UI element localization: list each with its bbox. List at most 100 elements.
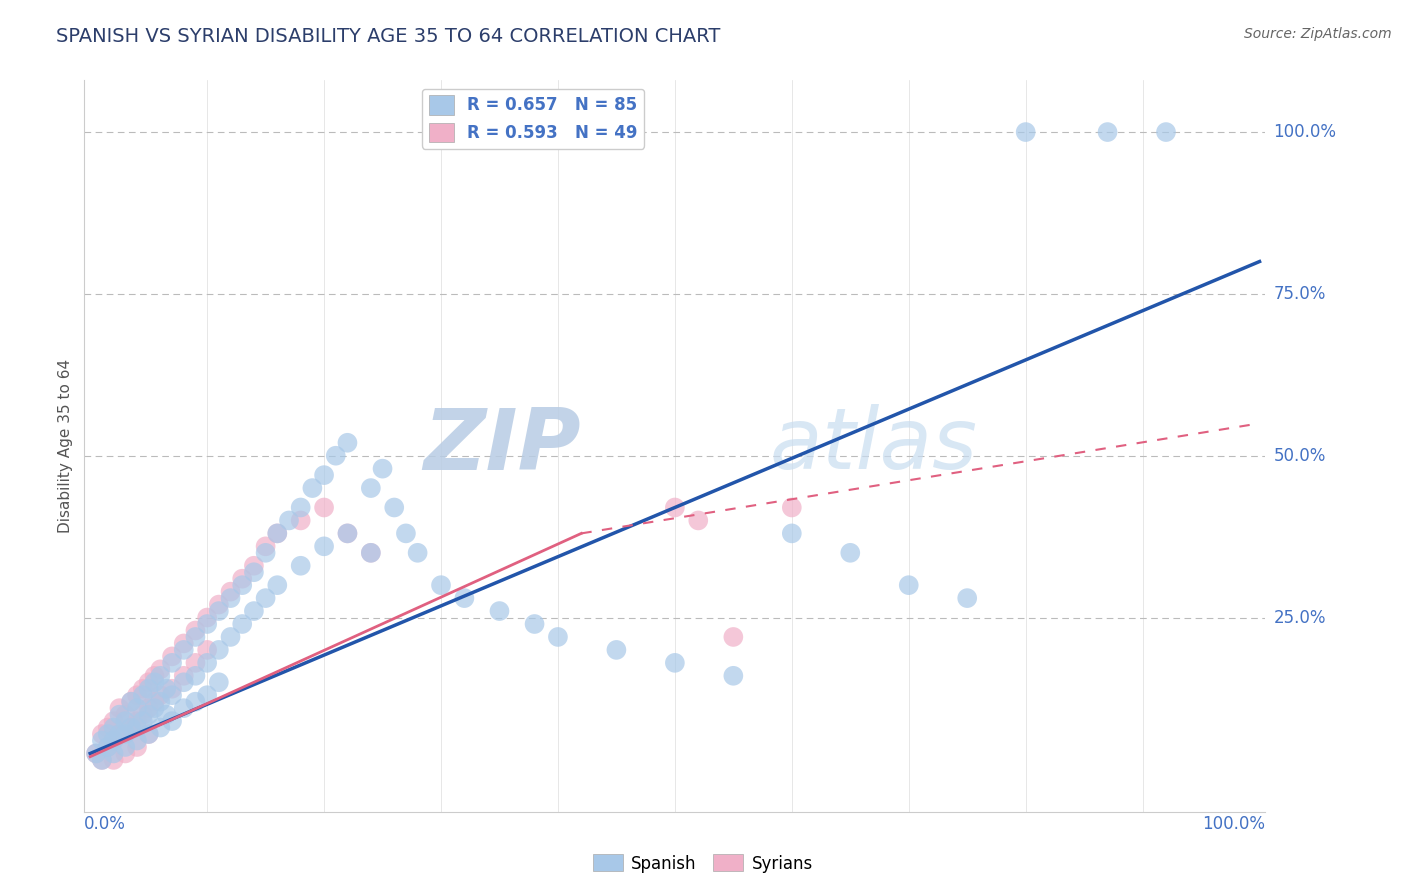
Point [114, 727, 136, 741]
Point [312, 539, 335, 553]
Point [97, 727, 120, 741]
Y-axis label: Disability Age 35 to 64: Disability Age 35 to 64 [58, 359, 73, 533]
Point [160, 688, 183, 702]
Point [90, 753, 112, 767]
Point [453, 591, 475, 606]
Point [382, 500, 405, 515]
Point [605, 643, 627, 657]
Point [371, 461, 394, 475]
Text: ZIP: ZIP [423, 404, 581, 488]
Point [132, 681, 155, 696]
Point [97, 721, 120, 735]
Point [290, 558, 312, 573]
Point [160, 714, 183, 728]
Point [325, 449, 347, 463]
Point [84, 747, 107, 761]
Point [103, 721, 125, 735]
Point [266, 578, 288, 592]
Point [138, 675, 160, 690]
Point [149, 662, 172, 676]
Point [312, 468, 335, 483]
Point [143, 675, 166, 690]
Point [231, 617, 253, 632]
Point [114, 707, 136, 722]
Point [231, 578, 253, 592]
Point [278, 513, 301, 527]
Point [312, 500, 335, 515]
Point [125, 714, 148, 728]
Point [149, 669, 172, 683]
Point [290, 500, 312, 515]
Point [120, 721, 142, 735]
Legend: Spanish, Syrians: Spanish, Syrians [586, 847, 820, 880]
Point [120, 695, 142, 709]
Point [125, 721, 148, 735]
Point [97, 739, 120, 754]
Point [173, 701, 195, 715]
Point [523, 617, 546, 632]
Point [839, 546, 862, 560]
Point [956, 591, 979, 606]
Point [547, 630, 569, 644]
Point [243, 558, 266, 573]
Point [103, 733, 125, 747]
Point [114, 727, 136, 741]
Point [231, 572, 253, 586]
Point [208, 598, 231, 612]
Point [219, 630, 242, 644]
Point [360, 481, 382, 495]
Point [103, 733, 125, 747]
Point [664, 500, 686, 515]
Text: SPANISH VS SYRIAN DISABILITY AGE 35 TO 64 CORRELATION CHART: SPANISH VS SYRIAN DISABILITY AGE 35 TO 6… [56, 27, 721, 45]
Point [290, 513, 312, 527]
Point [195, 643, 218, 657]
Point [149, 695, 172, 709]
Point [138, 727, 160, 741]
Point [664, 656, 686, 670]
Point [143, 695, 166, 709]
Point [108, 727, 131, 741]
Point [208, 604, 231, 618]
Point [208, 675, 231, 690]
Point [184, 695, 207, 709]
Point [360, 546, 382, 560]
Text: 100.0%: 100.0% [1202, 815, 1265, 833]
Point [155, 707, 177, 722]
Point [173, 675, 195, 690]
Point [336, 526, 359, 541]
Point [108, 701, 131, 715]
Point [897, 578, 920, 592]
Text: 75.0%: 75.0% [1274, 285, 1326, 303]
Point [160, 681, 183, 696]
Point [120, 721, 142, 735]
Point [125, 733, 148, 747]
Point [173, 669, 195, 683]
Point [219, 591, 242, 606]
Point [125, 701, 148, 715]
Legend: R = 0.657   N = 85, R = 0.593   N = 49: R = 0.657 N = 85, R = 0.593 N = 49 [422, 88, 644, 149]
Point [430, 578, 453, 592]
Point [266, 526, 288, 541]
Text: 50.0%: 50.0% [1274, 447, 1326, 465]
Point [138, 681, 160, 696]
Point [103, 753, 125, 767]
Point [125, 688, 148, 702]
Point [84, 747, 107, 761]
Text: 0.0%: 0.0% [84, 815, 127, 833]
Point [195, 610, 218, 624]
Point [208, 643, 231, 657]
Point [184, 630, 207, 644]
Point [243, 566, 266, 580]
Point [1015, 125, 1038, 139]
Point [143, 669, 166, 683]
Point [184, 656, 207, 670]
Point [132, 707, 155, 722]
Text: Source: ZipAtlas.com: Source: ZipAtlas.com [1244, 27, 1392, 41]
Point [254, 546, 277, 560]
Point [780, 526, 803, 541]
Point [108, 727, 131, 741]
Text: 25.0%: 25.0% [1274, 608, 1326, 626]
Point [254, 591, 277, 606]
Point [688, 513, 710, 527]
Point [138, 727, 160, 741]
